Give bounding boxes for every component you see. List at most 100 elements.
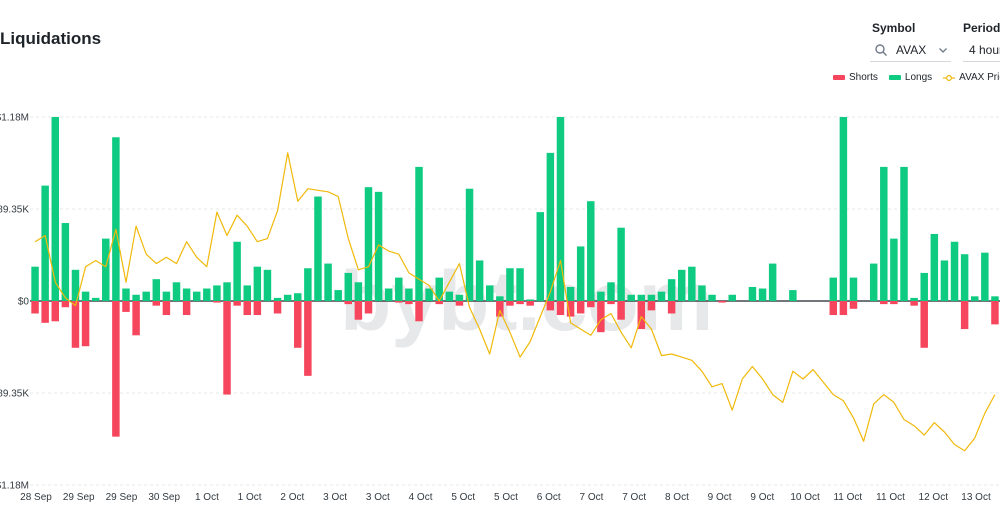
- long-bar[interactable]: [900, 166, 908, 301]
- long-bar[interactable]: [445, 291, 454, 301]
- long-bar[interactable]: [344, 272, 353, 301]
- long-bar[interactable]: [890, 238, 898, 301]
- short-bar[interactable]: [546, 301, 555, 311]
- long-bar[interactable]: [576, 246, 585, 301]
- long-bar[interactable]: [81, 291, 90, 301]
- long-bar[interactable]: [587, 201, 595, 301]
- long-bar[interactable]: [677, 269, 686, 301]
- long-bar[interactable]: [597, 291, 605, 301]
- short-bar[interactable]: [839, 301, 848, 316]
- long-bar[interactable]: [455, 294, 464, 301]
- long-bar[interactable]: [708, 294, 716, 301]
- short-bar[interactable]: [132, 301, 140, 336]
- long-bar[interactable]: [849, 277, 858, 301]
- long-bar[interactable]: [789, 290, 797, 301]
- long-bar[interactable]: [607, 282, 615, 301]
- short-bar[interactable]: [576, 301, 585, 314]
- short-bar[interactable]: [294, 301, 302, 348]
- long-bar[interactable]: [223, 282, 231, 301]
- long-bar[interactable]: [162, 291, 171, 301]
- long-bar[interactable]: [243, 285, 251, 301]
- long-bar[interactable]: [395, 277, 403, 301]
- short-bar[interactable]: [405, 301, 413, 305]
- short-bar[interactable]: [587, 301, 595, 308]
- long-bar[interactable]: [425, 288, 433, 301]
- long-bar[interactable]: [283, 294, 292, 301]
- short-bar[interactable]: [223, 301, 231, 395]
- long-bar[interactable]: [182, 288, 191, 301]
- long-bar[interactable]: [546, 152, 555, 301]
- short-bar[interactable]: [849, 301, 858, 309]
- period-select[interactable]: 4 hour: [963, 38, 1000, 62]
- long-bar[interactable]: [728, 294, 736, 301]
- short-bar[interactable]: [556, 301, 565, 316]
- short-bar[interactable]: [667, 301, 676, 314]
- short-bar[interactable]: [51, 301, 59, 322]
- long-bar[interactable]: [314, 196, 322, 301]
- short-bar[interactable]: [415, 301, 423, 322]
- legend-shorts[interactable]: Shorts: [833, 72, 878, 83]
- short-bar[interactable]: [354, 301, 363, 320]
- long-bar[interactable]: [829, 277, 838, 301]
- short-bar[interactable]: [243, 301, 251, 316]
- short-bar[interactable]: [960, 301, 969, 330]
- long-bar[interactable]: [364, 187, 373, 301]
- long-bar[interactable]: [960, 254, 969, 301]
- short-bar[interactable]: [991, 301, 999, 325]
- long-bar[interactable]: [102, 238, 110, 301]
- long-bar[interactable]: [142, 291, 150, 301]
- long-bar[interactable]: [122, 288, 130, 301]
- long-bar[interactable]: [930, 233, 939, 301]
- long-bar[interactable]: [294, 293, 302, 301]
- long-bar[interactable]: [263, 269, 272, 301]
- long-bar[interactable]: [667, 279, 676, 301]
- short-bar[interactable]: [81, 301, 90, 347]
- long-bar[interactable]: [61, 223, 70, 301]
- long-bar[interactable]: [688, 266, 696, 301]
- long-bar[interactable]: [617, 227, 625, 301]
- short-bar[interactable]: [122, 301, 130, 312]
- long-bar[interactable]: [71, 269, 80, 301]
- long-bar[interactable]: [637, 294, 646, 301]
- long-bar[interactable]: [910, 297, 918, 301]
- short-bar[interactable]: [344, 301, 353, 305]
- long-bar[interactable]: [536, 212, 544, 301]
- short-bar[interactable]: [253, 301, 262, 316]
- short-bar[interactable]: [213, 301, 221, 303]
- long-bar[interactable]: [526, 299, 534, 301]
- long-bar[interactable]: [405, 288, 413, 301]
- short-bar[interactable]: [395, 301, 403, 303]
- long-bar[interactable]: [516, 268, 524, 301]
- long-bar[interactable]: [41, 185, 49, 301]
- short-bar[interactable]: [364, 301, 373, 314]
- short-bar[interactable]: [112, 301, 120, 437]
- short-bar[interactable]: [637, 301, 646, 330]
- long-bar[interactable]: [384, 288, 393, 301]
- short-bar[interactable]: [607, 301, 615, 305]
- short-bar[interactable]: [910, 301, 918, 306]
- short-bar[interactable]: [880, 301, 888, 305]
- short-bar[interactable]: [71, 301, 80, 348]
- long-bar[interactable]: [981, 252, 989, 301]
- long-bar[interactable]: [324, 263, 332, 301]
- short-bar[interactable]: [152, 301, 161, 306]
- long-bar[interactable]: [768, 263, 777, 301]
- long-bar[interactable]: [496, 296, 504, 301]
- short-bar[interactable]: [506, 301, 514, 306]
- long-bar[interactable]: [152, 279, 161, 301]
- short-bar[interactable]: [920, 301, 928, 348]
- short-bar[interactable]: [566, 301, 575, 317]
- short-bar[interactable]: [31, 301, 39, 314]
- long-bar[interactable]: [233, 241, 241, 301]
- short-bar[interactable]: [435, 301, 443, 305]
- long-bar[interactable]: [486, 285, 494, 301]
- short-bar[interactable]: [41, 301, 49, 323]
- long-bar[interactable]: [435, 277, 443, 301]
- short-bar[interactable]: [233, 301, 241, 306]
- long-bar[interactable]: [950, 241, 959, 301]
- short-bar[interactable]: [718, 301, 726, 303]
- long-bar[interactable]: [253, 266, 262, 301]
- long-bar[interactable]: [172, 282, 181, 301]
- long-bar[interactable]: [556, 117, 565, 301]
- short-bar[interactable]: [526, 301, 534, 306]
